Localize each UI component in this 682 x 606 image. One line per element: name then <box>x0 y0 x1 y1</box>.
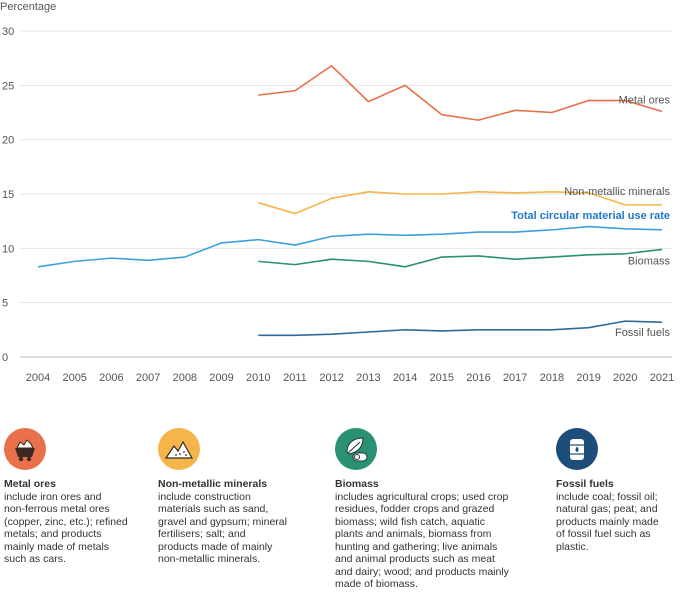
x-tick-label: 2021 <box>650 372 674 384</box>
x-tick-label: 2010 <box>246 372 270 384</box>
legend-desc-line: plants and animals, biomass from <box>335 528 492 540</box>
series-line <box>258 320 663 337</box>
y-axis-label: Percentage <box>0 1 56 13</box>
legend-desc-line: materials such as sand, <box>158 503 269 515</box>
y-tick-label: 20 <box>2 135 14 147</box>
legend-desc-line: residues, fodder crops and grazed <box>335 503 495 515</box>
series-line <box>258 64 663 121</box>
legend-desc-line: such as cars. <box>4 553 66 565</box>
mineral-pile-icon <box>158 428 200 470</box>
x-tick-label: 2015 <box>430 372 454 384</box>
series-lines <box>37 64 663 337</box>
x-tick-label: 2007 <box>136 372 160 384</box>
series-label: Metal ores <box>619 94 671 106</box>
series-label: Total circular material use rate <box>511 210 670 222</box>
series-labels: Metal ores Non-metallic minerals Total cir… <box>511 94 670 339</box>
x-tick-label: 2012 <box>319 372 343 384</box>
y-tick-labels: 0 5 10 15 20 25 30 <box>2 26 14 364</box>
series-line <box>258 191 662 215</box>
y-tick-label: 15 <box>2 189 14 201</box>
legend-title: Metal ores <box>4 478 56 490</box>
x-tick-label: 2006 <box>99 372 123 384</box>
x-tick-label: 2009 <box>209 372 233 384</box>
legend-biomass: Biomass includes agricultural crops; use… <box>335 428 535 591</box>
grid-lines <box>20 30 672 358</box>
legend-desc-line: metals; and products <box>4 528 102 540</box>
x-tick-label: 2016 <box>466 372 490 384</box>
x-tick-label: 2017 <box>503 372 527 384</box>
line-chart: 0 5 10 15 20 25 30 2004 2005 2006 2007 2008 2009 201… <box>0 1 674 384</box>
series-line <box>37 225 663 268</box>
legend-desc-line: non-metallic minerals. <box>158 553 261 565</box>
legend-desc-line: products made of mainly <box>158 540 273 553</box>
legend-desc-line: products mainly made <box>556 515 659 528</box>
y-tick-label: 0 <box>2 352 8 364</box>
x-tick-label: 2013 <box>356 372 380 384</box>
x-tick-labels: 2004 2005 2006 2007 2008 2009 2010 2011 2012 2013… <box>26 372 674 384</box>
legend-fossil-fuels: Fossil fuels include coal; fossil oil; n… <box>556 428 680 553</box>
legend-non-metallic-minerals: Non-metallic minerals include constructi… <box>158 428 318 566</box>
x-tick-label: 2019 <box>576 372 600 384</box>
legend-desc-line: mainly made of metals <box>4 540 110 553</box>
series-label: Non-metallic minerals <box>564 186 670 198</box>
legend-desc-line: includes agricultural crops; used crop <box>335 490 509 503</box>
leaf-log-icon <box>335 428 377 470</box>
y-tick-label: 25 <box>2 80 14 92</box>
series-label: Biomass <box>628 255 671 267</box>
series-line <box>258 248 663 268</box>
y-tick-label: 5 <box>2 298 8 310</box>
legend-desc-line: non-ferrous metal ores <box>4 503 110 515</box>
x-tick-label: 2011 <box>283 372 307 384</box>
y-tick-label: 30 <box>2 26 14 38</box>
legend-desc-line: gravel and gypsum; mineral <box>158 515 287 528</box>
legend-desc-line: made of biomass. <box>335 578 418 590</box>
legend-desc-line: and animal products such as meat <box>335 553 495 565</box>
legend-title: Non-metallic minerals <box>158 478 268 490</box>
legend-desc-line: natural gas; peat; and <box>556 503 658 515</box>
legend-desc-line: fertilisers; salt; and <box>158 528 246 540</box>
x-tick-label: 2005 <box>62 372 86 384</box>
oil-barrel-icon <box>556 428 598 470</box>
mine-cart-icon <box>4 428 46 470</box>
x-tick-label: 2004 <box>26 372 50 384</box>
x-tick-label: 2020 <box>613 372 637 384</box>
legend-desc-line: of fossil fuel such as <box>556 528 651 540</box>
x-tick-label: 2008 <box>173 372 197 384</box>
y-tick-label: 10 <box>2 243 14 255</box>
legend-desc-line: (copper, zinc, etc.); refined <box>4 515 128 528</box>
x-tick-label: 2018 <box>540 372 564 384</box>
legend-title: Biomass <box>335 478 379 490</box>
legend-desc-line: biomass; wild fish catch, aquatic <box>335 515 485 528</box>
series-label: Fossil fuels <box>615 327 671 339</box>
legend-desc-line: include coal; fossil oil; <box>556 490 658 503</box>
legend-desc-line: include construction <box>158 490 251 503</box>
legend-metal-ores: Metal ores include iron ores and non-fer… <box>4 428 154 566</box>
legend-desc-line: include iron ores and <box>4 490 102 503</box>
legend-desc-line: plastic. <box>556 540 589 553</box>
x-tick-label: 2014 <box>393 372 417 384</box>
legend-desc-line: hunting and gathering; live animals <box>335 540 498 553</box>
legend-title: Fossil fuels <box>556 478 614 490</box>
legend-desc-line: and dairy; wood; and products mainly <box>335 565 509 578</box>
